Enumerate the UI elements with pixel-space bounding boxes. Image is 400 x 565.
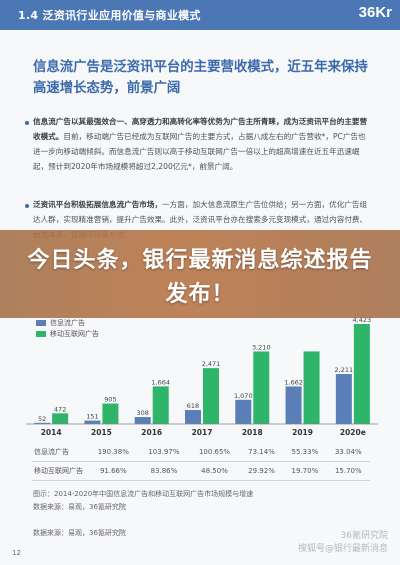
page-headline: 信息流广告是泛资讯平台的主要营收模式，近五年来保持高速增长态势，前景广阔 (33, 60, 368, 96)
chart-legend: 信息流广告 移动互联网广告 (36, 318, 99, 340)
paragraph-1: 信息流广告以其最强效合一、高穿透力和高转化率等优势为广告主所青睐，成为泛资讯平台… (33, 114, 371, 174)
growth-rate-table: 信息流广告 190.38% 103.97% 100.65% 73.14% 55.… (32, 443, 370, 481)
table-cell: 190.38% (88, 443, 139, 462)
data-label: 618 (187, 402, 199, 410)
legend-item-mobile: 移动互联网广告 (36, 329, 99, 340)
bar-mobile-2018 (253, 351, 270, 424)
table-row: 信息流广告 190.38% 103.97% 100.65% 73.14% 55.… (32, 443, 370, 462)
data-label: 1,070 (234, 392, 253, 400)
data-label: 1,664 (151, 378, 170, 386)
data-label: 308 (137, 409, 149, 417)
banner-title[interactable]: 今日头条，银行最新消息综述报告发布！ (27, 248, 373, 307)
table-cell: 73.14% (239, 443, 284, 462)
market-size-chart: 52 472 2014 151 905 2015 308 1,664 2016 618 2,471 2… (26, 316, 378, 437)
bullet-icon (25, 121, 29, 125)
x-tick-label: 2018 (242, 428, 263, 437)
paragraph-1-body: 目前，移动端广告已经成为互联网广告的主要方式，占据八成左右的广告营收*，PC广告… (33, 132, 366, 171)
x-tick-label: 2016 (141, 428, 162, 437)
page-number: 12 (12, 549, 21, 557)
caption-title: 图示：2014-2020年中国信息流广告和移动互联网广告市场规模与增速 (33, 490, 254, 498)
bar-feed-2015 (84, 420, 101, 424)
bar-feed-2016 (134, 417, 151, 424)
table-cell: 103.97% (138, 443, 190, 462)
paragraph-2-lead: 泛资讯平台积极拓展信息流广告市场， (33, 200, 163, 209)
watermark-line-2: 搜狐号@银行最新消息 (297, 544, 388, 554)
data-label: 472 (54, 405, 66, 413)
data-label: 151 (86, 413, 98, 421)
footer-source: 数据来源：易观，36氪研究院 (33, 529, 126, 537)
x-tick-label: 2019 (292, 428, 313, 437)
legend-item-feed: 信息流广告 (36, 318, 99, 329)
x-tick-label: 2015 (91, 428, 112, 437)
paragraph-1-lead: 信息流广告以其最强效合一、高穿透力和高转化率等优势为广告主所青睐，成为泛资讯平台… (33, 117, 368, 141)
bar-mobile-2016 (152, 386, 169, 424)
bar-mobile-2015 (102, 403, 119, 424)
bullet-icon (25, 204, 29, 208)
bar-feed-2014 (34, 422, 51, 424)
section-title: 1.4 泛资讯行业应用价值与商业模式 (18, 9, 201, 22)
x-tick-label: 2014 (41, 428, 62, 437)
table-cell: 100.65% (189, 443, 240, 462)
section-header: 1.4 泛资讯行业应用价值与商业模式 36Kr (0, 0, 400, 30)
brand-logo: 36Kr (358, 4, 392, 21)
data-label: 2,471 (202, 360, 221, 368)
table-cell: 83.86% (138, 461, 190, 481)
data-label: 2,211 (335, 366, 354, 374)
table-cell: 33.04% (326, 443, 370, 462)
row-label: 移动互联网广告 (32, 461, 88, 481)
bar-mobile-2014 (52, 413, 69, 424)
table-cell: 19.70% (283, 461, 327, 481)
caption-source: 数据来源：易观，36氪研究院 (33, 503, 126, 511)
table-cell: 29.92% (239, 461, 284, 481)
data-label: 905 (104, 396, 116, 404)
bar-feed-2020e (335, 374, 352, 424)
data-label: 52 (38, 415, 46, 423)
bar-mobile-2017 (203, 368, 219, 424)
table-cell: 91.66% (88, 461, 139, 481)
row-label: 信息流广告 (32, 443, 88, 462)
bar-mobile-2019 (303, 351, 320, 424)
news-banner (0, 230, 400, 318)
bar-feed-2017 (185, 410, 201, 424)
watermark-line-1: 36氪研究院 (340, 531, 388, 541)
bar-feed-2019 (285, 386, 302, 424)
figure-caption: 图示：2014-2020年中国信息流广告和移动互联网广告市场规模与增速 数据来源… (33, 488, 253, 514)
data-label: 3,210 (252, 343, 271, 351)
bar-mobile-2020e (353, 324, 370, 424)
table-cell: 55.33% (283, 443, 327, 462)
data-label: 4,423 (353, 316, 372, 324)
x-tick-label: 2020e (340, 428, 366, 437)
watermark: 36氪研究院 搜狐号@银行最新消息 (298, 530, 388, 556)
table-row: 移动互联网广告 91.66% 83.86% 48.50% 29.92% 19.7… (32, 461, 370, 481)
x-tick-label: 2017 (192, 428, 213, 437)
table-cell: 15.70% (326, 461, 370, 481)
table-cell: 48.50% (189, 461, 240, 481)
bar-feed-2018 (235, 399, 252, 424)
data-label: 1,662 (284, 378, 303, 386)
